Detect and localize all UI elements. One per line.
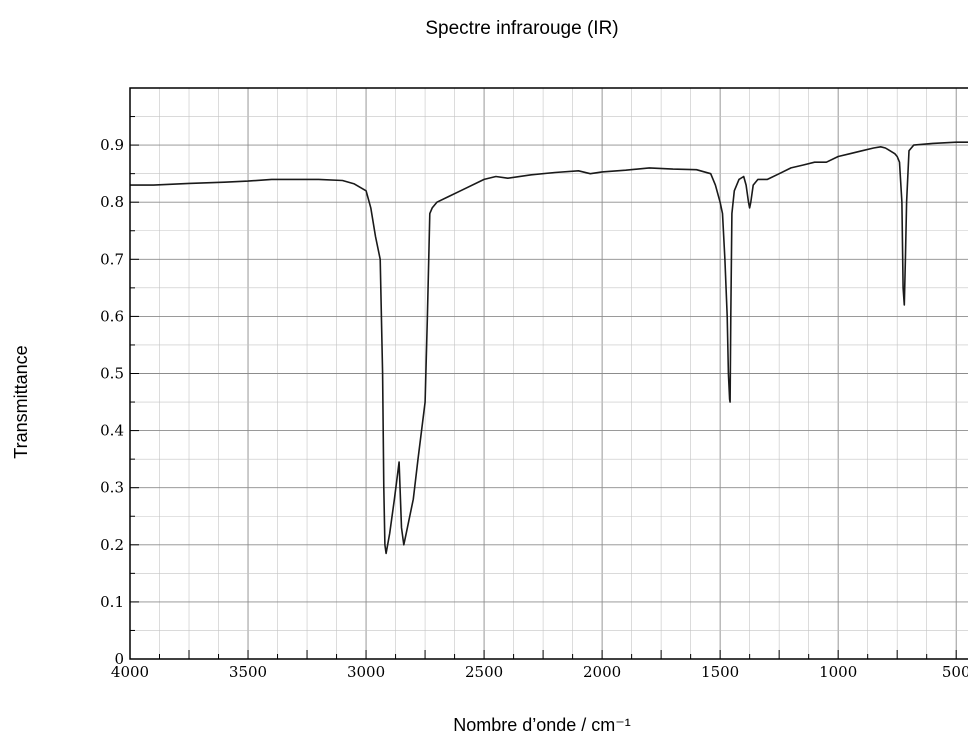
x-tick-label: 3000 (347, 663, 385, 681)
y-tick-labels: 0 0.1 0.2 0.3 0.4 0.5 0.6 0.7 0.8 0.9 (100, 136, 124, 668)
y-axis-label: Transmittance (11, 345, 31, 458)
plot-border (129, 87, 968, 660)
x-tick-label: 4000 (111, 663, 149, 681)
x-axis-label: Nombre d’onde / cm⁻¹ (453, 715, 631, 735)
x-tick-label: 500 (942, 663, 968, 681)
y-tick-label: 0.8 (100, 193, 124, 211)
axis-ticks (129, 116, 957, 659)
x-tick-label: 3500 (229, 663, 267, 681)
y-tick-label: 0.7 (100, 250, 124, 268)
y-tick-label: 0.6 (100, 307, 124, 325)
x-tick-label: 2500 (465, 663, 503, 681)
y-tick-label: 0.9 (100, 136, 124, 154)
y-tick-label: 0.2 (100, 536, 124, 554)
x-tick-labels: 4000 3500 3000 2500 2000 1500 1000 500 (111, 663, 968, 681)
grid (129, 88, 968, 659)
y-tick-label: 0 (114, 650, 124, 668)
chart-title: Spectre infrarouge (IR) (425, 18, 618, 39)
plot-frame (129, 87, 968, 660)
spectrum-line (130, 141, 968, 555)
y-tick-label: 0.1 (100, 593, 124, 611)
y-tick-label: 0.5 (100, 365, 124, 383)
y-tick-label: 0.4 (100, 422, 124, 440)
x-tick-label: 1000 (819, 663, 857, 681)
y-tick-label: 0.3 (100, 479, 124, 497)
x-tick-label: 1500 (701, 663, 739, 681)
x-tick-label: 2000 (583, 663, 621, 681)
